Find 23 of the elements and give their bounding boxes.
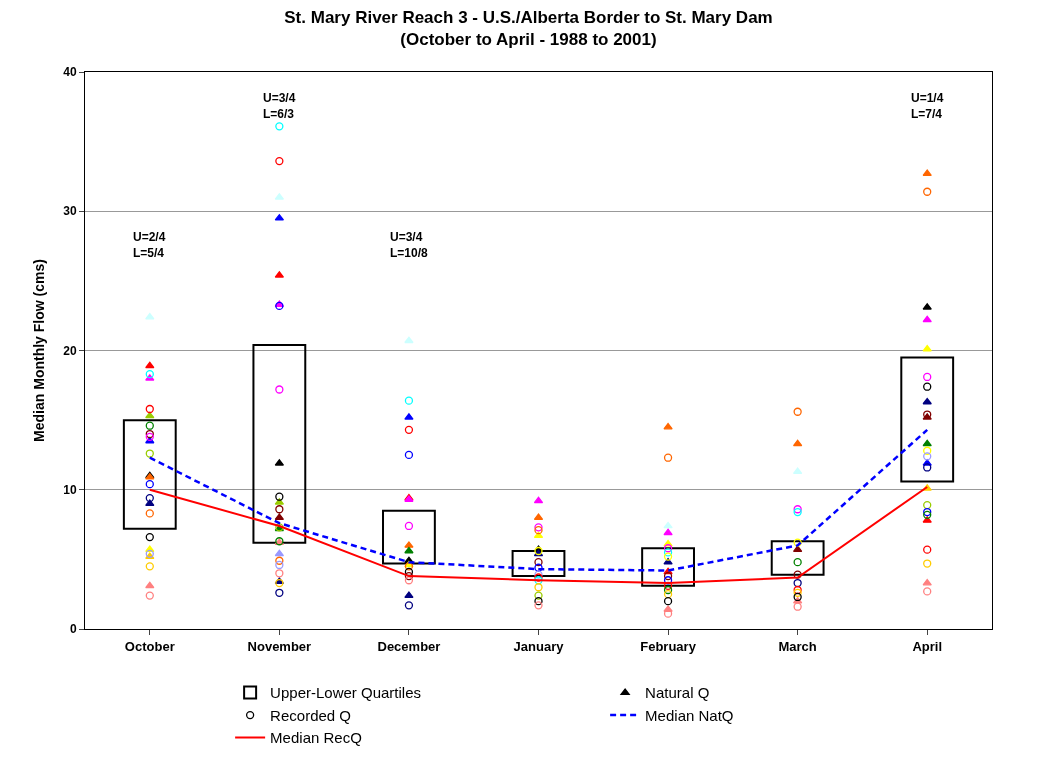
y-tick-label: 40 (63, 65, 77, 80)
y-tick-label: 30 (63, 204, 77, 219)
annotation: U=3/4 L=6/3 (263, 91, 296, 121)
y-tick-label: 20 (63, 343, 77, 358)
x-tick-label: January (513, 638, 565, 654)
legend-label: Median RecQ (270, 729, 362, 747)
x-tick-label: November (247, 638, 312, 654)
x-tick-label: October (124, 638, 175, 654)
annotation: U=1/4 L=7/4 (911, 91, 944, 121)
legend-label: Median NatQ (645, 706, 734, 724)
x-tick-label: February (640, 638, 697, 654)
x-tick-label: April (912, 638, 943, 654)
legend-label: Natural Q (645, 684, 710, 702)
legend-label: Upper-Lower Quartiles (270, 684, 422, 702)
y-tick-label: 10 (63, 482, 77, 497)
chart-title: St. Mary River Reach 3 - U.S./Alberta Border to St. Mary Dam (October to April - 1988 to 2001) (284, 7, 773, 50)
annotation: U=2/4 L=5/4 (133, 230, 166, 260)
annotation: U=3/4 L=10/8 (390, 230, 429, 260)
x-tick-label: March (778, 638, 817, 654)
y-tick-label: 0 (69, 622, 77, 637)
y-axis-title: Median Monthly Flow (cms) (30, 259, 47, 442)
x-tick-label: December (377, 638, 441, 654)
legend-label: Recorded Q (270, 706, 351, 724)
